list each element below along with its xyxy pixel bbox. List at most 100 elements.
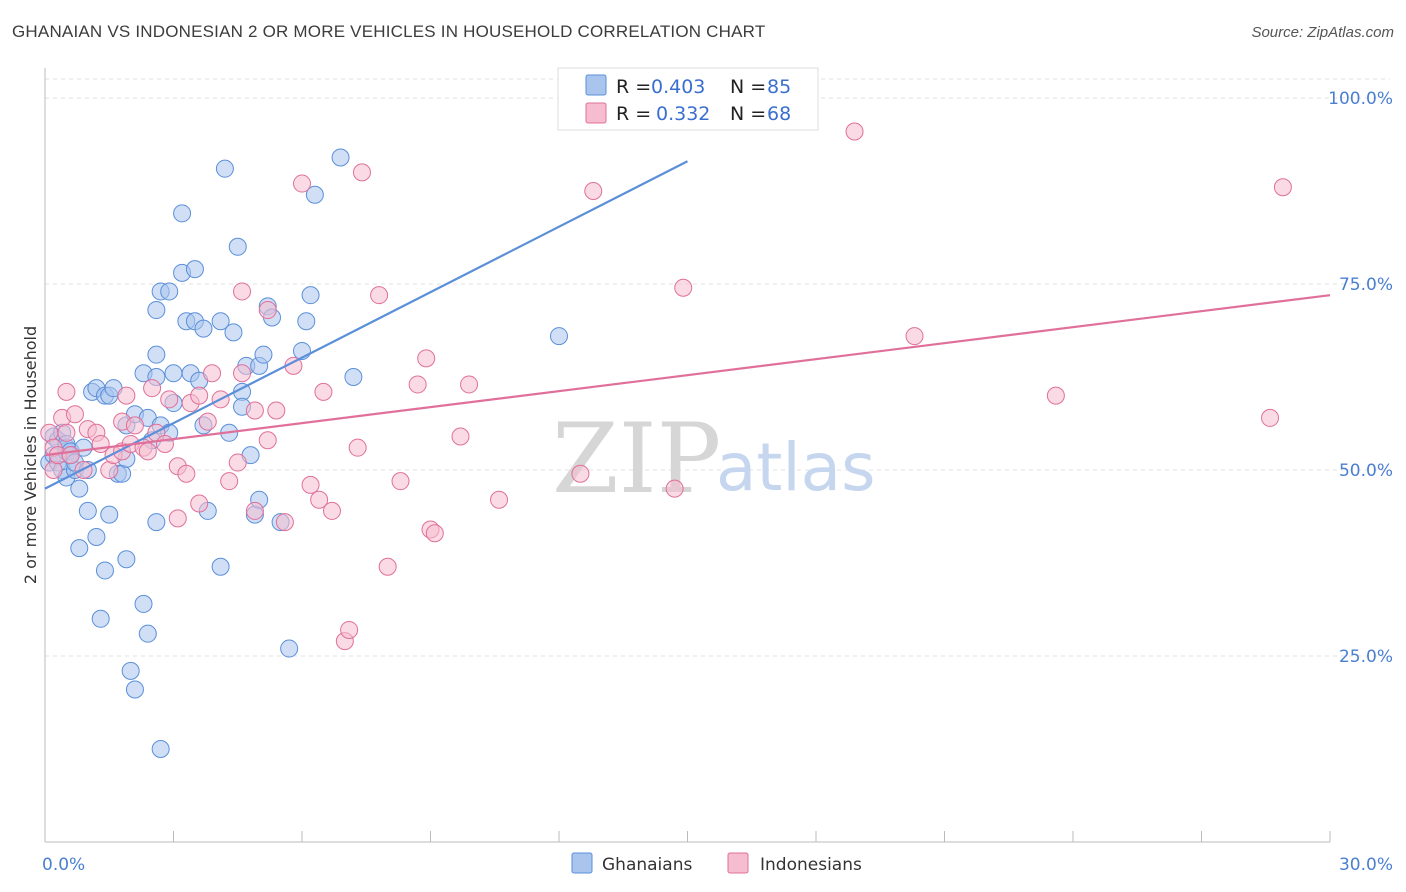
y-tick-label: 25.0% <box>1339 647 1393 667</box>
indonesians-point <box>905 327 924 346</box>
ghanaians-point <box>194 319 213 338</box>
indonesians-point <box>44 461 63 479</box>
indonesians-point <box>408 375 427 394</box>
ghanaians-point <box>121 661 140 680</box>
indonesians-point <box>190 494 209 513</box>
legend-n-value-1: 85 <box>767 76 791 98</box>
ghanaians-point <box>173 204 192 223</box>
ghanaians-point <box>95 561 114 580</box>
indonesians-point <box>1046 386 1065 405</box>
indonesians-point <box>584 182 603 200</box>
ghanaians-point <box>151 740 170 758</box>
legend-n-label-1: N = <box>730 76 766 98</box>
bottom-legend-label-indonesians: Indonesians <box>760 855 862 875</box>
legend-r-value-1: 0.403 <box>651 76 705 98</box>
ghanaians-point <box>344 368 363 386</box>
legend-swatch-indonesians <box>585 102 607 124</box>
ghanaians-point <box>125 680 144 699</box>
indonesians-point <box>203 364 222 383</box>
indonesians-point <box>168 509 187 528</box>
indonesians-point <box>100 461 119 479</box>
indonesians-point <box>57 423 76 442</box>
ghanaians-point <box>91 609 110 628</box>
indonesians-point <box>490 490 509 509</box>
y-tick-label: 50.0% <box>1339 461 1393 481</box>
indonesians-point <box>258 431 277 450</box>
legend-swatch-ghanaians <box>585 74 607 96</box>
ghanaians-point <box>331 148 350 167</box>
ghanaians-point <box>147 301 166 320</box>
indonesians-point <box>117 386 136 405</box>
indonesians-point <box>65 405 84 424</box>
trend-lines <box>44 160 1331 490</box>
indonesians-point <box>233 282 252 301</box>
ghanaians-point <box>224 323 243 342</box>
bottom-legend-label-ghanaians: Ghanaians <box>602 855 692 875</box>
indonesians-point <box>293 174 311 193</box>
ghanaians-point <box>211 312 230 331</box>
indonesians-point <box>198 412 217 431</box>
x-tick-label-max: 30.0% <box>1339 855 1393 875</box>
indonesians-point <box>845 122 864 141</box>
y-axis-label: 2 or more Vehicles in Household <box>21 326 40 584</box>
indonesians-point <box>571 464 590 483</box>
indonesians-point <box>348 438 367 457</box>
indonesians-point <box>228 453 247 472</box>
indonesians-point <box>417 349 436 368</box>
indonesians-point <box>1273 178 1292 197</box>
legend-n-value-2: 68 <box>767 103 791 125</box>
indonesians-point <box>310 490 329 509</box>
indonesians-point <box>275 513 294 532</box>
indonesians-point <box>301 475 320 494</box>
indonesians-point <box>40 423 59 442</box>
indonesians-point <box>190 386 209 405</box>
ghanaians-point <box>280 639 299 658</box>
ghanaians-point <box>301 286 320 305</box>
indonesians-point <box>258 301 277 320</box>
legend-r-label-1: R = <box>616 76 651 98</box>
y-tick-label: 100.0% <box>1328 89 1393 109</box>
indonesians-point <box>425 524 444 543</box>
indonesians-point <box>322 501 341 520</box>
watermark-atlas: atlas <box>716 429 876 506</box>
indonesians-point <box>340 620 359 639</box>
indonesians-point <box>220 472 239 491</box>
legend-box: R = 0.403 N = 85 R = 0.332 N = 68 <box>557 67 819 131</box>
legend-r-value-2: 0.332 <box>656 103 710 125</box>
indonesians-point <box>138 442 157 461</box>
data-points <box>40 122 1292 758</box>
ghanaians-point <box>117 550 136 569</box>
indonesians-point <box>1261 408 1280 427</box>
ghanaians-trend-line <box>44 160 688 490</box>
ghanaians-point <box>100 505 119 524</box>
ghanaians-point <box>134 594 153 613</box>
bottom-legend-swatch-ghanaians <box>571 852 593 874</box>
bottom-legend: Ghanaians Indonesians <box>571 852 862 875</box>
ghanaians-point <box>228 237 247 256</box>
watermark-zip: ZIP <box>552 403 721 515</box>
chart-title: GHANAIAN VS INDONESIAN 2 OR MORE VEHICLE… <box>12 22 766 41</box>
indonesians-point <box>245 401 264 420</box>
x-tick-label-min: 0.0% <box>42 855 85 875</box>
indonesians-point <box>245 501 264 520</box>
x-axis-ticks <box>173 831 1331 842</box>
indonesians-point <box>674 278 693 297</box>
indonesians-point <box>177 464 196 483</box>
ghanaians-point <box>305 185 324 204</box>
indonesians-point <box>391 472 410 491</box>
ghanaians-point <box>164 364 183 383</box>
ghanaians-point <box>78 501 97 520</box>
ghanaians-point <box>70 539 89 558</box>
ghanaians-point <box>211 557 230 576</box>
legend-r-label-2: R = <box>616 103 651 125</box>
indonesians-point <box>314 382 333 401</box>
ghanaians-point <box>215 159 234 178</box>
indonesians-point <box>233 364 252 383</box>
ghanaians-point <box>185 260 204 279</box>
indonesians-point <box>267 401 286 420</box>
indonesians-point <box>451 427 470 446</box>
ghanaians-point <box>138 624 157 643</box>
y-tick-label: 75.0% <box>1339 275 1393 295</box>
indonesians-point <box>125 416 144 435</box>
indonesians-point <box>57 382 76 401</box>
